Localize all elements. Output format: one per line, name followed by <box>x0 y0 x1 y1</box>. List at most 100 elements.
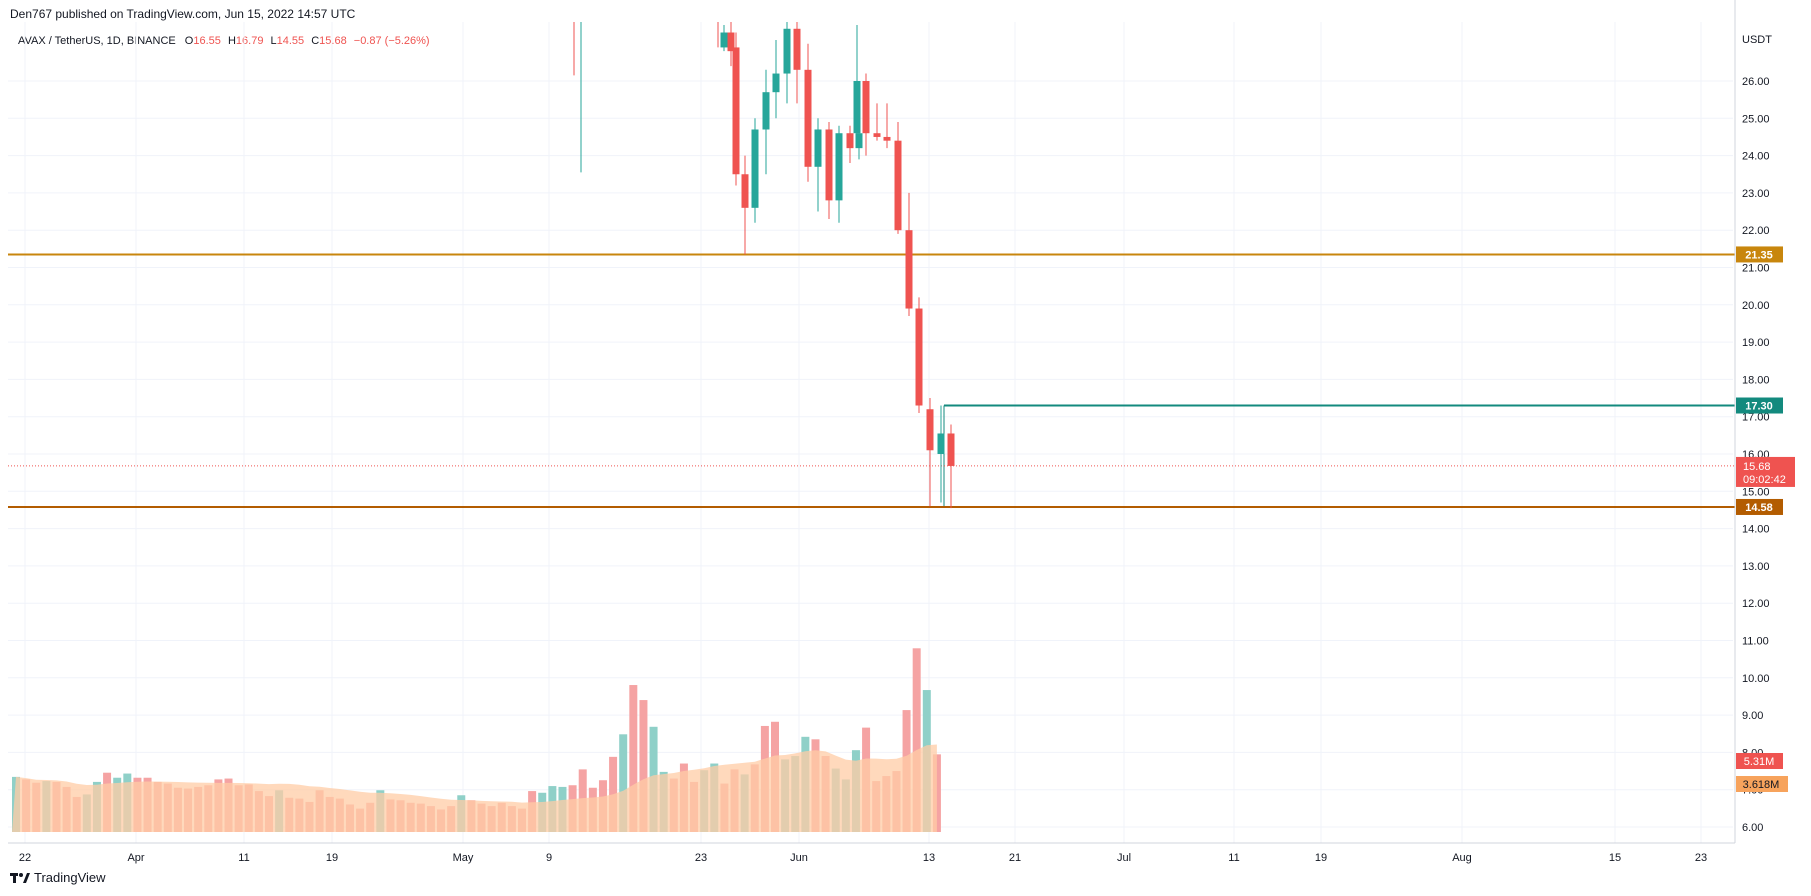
price-tick-label: 9.00 <box>1742 710 1763 722</box>
open-value: 16.55 <box>193 35 221 47</box>
price-tick-label: 11.00 <box>1742 636 1769 648</box>
volume-ma-area <box>12 744 937 832</box>
time-tick-label: Aug <box>1452 852 1472 864</box>
low-label: L <box>270 35 277 47</box>
price-tick-label: 15.00 <box>1742 486 1770 498</box>
level-price-label: 21.35 <box>1745 249 1773 261</box>
high-label: H <box>227 35 236 47</box>
price-tick-label: 23.00 <box>1742 188 1770 200</box>
level-price-label: 14.58 <box>1745 502 1773 514</box>
candle-body <box>732 47 740 175</box>
candle-body <box>894 140 902 231</box>
price-tick-label: 18.00 <box>1742 374 1770 386</box>
candle-body <box>783 28 791 74</box>
last-price-tag <box>1736 456 1795 487</box>
footer-brand[interactable]: TradingView <box>10 870 106 885</box>
volume-bars <box>12 648 941 832</box>
volume-ma-tag <box>1736 776 1788 792</box>
time-tick-label: 11 <box>1228 852 1239 864</box>
volume-bar <box>932 754 941 832</box>
candle-body <box>915 308 923 406</box>
candle-body <box>814 129 822 167</box>
volume-ma-label: 3.618M <box>1743 779 1780 791</box>
price-tick-label: 13.00 <box>1742 561 1770 573</box>
candle-body <box>947 433 955 466</box>
time-axis[interactable]: 22 Apr 11 19 May 9 23 Jun 13 21 Jul 11 19 Aug 15 23 <box>8 842 1735 864</box>
price-tick-label: 25.00 <box>1742 113 1770 125</box>
price-tick-label: 26.00 <box>1742 76 1770 88</box>
change-value: −0.87 (−5.26%) <box>353 35 430 47</box>
candle-body <box>772 73 780 93</box>
close-value: 15.68 <box>319 35 347 47</box>
candle-body <box>825 129 833 201</box>
footer-brand-label: TradingView <box>34 870 106 885</box>
candle-body <box>853 81 861 134</box>
volume-bar <box>629 685 638 832</box>
price-tick-label: 21.00 <box>1742 263 1770 275</box>
time-tick-label: Apr <box>127 852 144 864</box>
candle-body <box>727 32 735 52</box>
price-tick-label: 24.00 <box>1742 151 1770 163</box>
volume-bar <box>619 734 628 832</box>
time-tick-label: 13 <box>923 852 935 864</box>
close-label: C <box>311 35 320 47</box>
tradingview-logo-icon <box>10 872 30 884</box>
time-tick-label: 11 <box>238 852 249 864</box>
last-price-label: 15.68 <box>1743 461 1771 473</box>
time-tick-label: 21 <box>1009 852 1021 864</box>
candlesticks <box>573 22 955 509</box>
price-tick-label: 14.00 <box>1742 524 1770 536</box>
time-tick-label: 15 <box>1609 852 1621 864</box>
candle-body <box>873 133 881 137</box>
time-tick-label: 19 <box>326 852 338 864</box>
volume-last-label: 5.31M <box>1744 756 1775 768</box>
price-tick-label: 10.00 <box>1742 673 1770 685</box>
high-value: 16.79 <box>235 35 264 47</box>
time-tick-label: 23 <box>695 852 707 864</box>
candle-body <box>762 92 770 130</box>
volume-bar <box>639 700 648 832</box>
open-label: O <box>184 35 194 47</box>
candle-body <box>835 133 843 201</box>
volume-last-tag <box>1736 753 1783 769</box>
candle-body <box>905 230 913 309</box>
candle-body <box>846 133 854 149</box>
candle-body <box>862 81 870 134</box>
price-tick-label: 19.00 <box>1742 337 1770 349</box>
price-tick-label: 6.00 <box>1742 822 1763 834</box>
countdown-label: 09:02:42 <box>1743 474 1786 486</box>
price-unit-label: USDT <box>1742 34 1772 46</box>
low-value: 14.55 <box>276 35 305 47</box>
candle-body <box>741 174 749 208</box>
price-tick-label: 20.00 <box>1742 300 1770 312</box>
candle-body <box>751 129 759 208</box>
volume-bar <box>912 648 921 832</box>
time-tick-label: Jul <box>1117 852 1131 864</box>
time-tick-label: 9 <box>546 852 552 864</box>
grid-lines <box>8 22 1733 843</box>
level-price-label: 17.30 <box>1745 401 1773 413</box>
price-tick-label: 22.00 <box>1742 225 1770 237</box>
candle-body <box>926 409 934 451</box>
level-price-tag <box>1736 246 1783 263</box>
horizontal-levels[interactable] <box>8 253 1735 508</box>
price-axis[interactable]: 26.00 25.00 24.00 23.00 22.00 21.00 20.00 19.00… <box>1734 0 1772 843</box>
candle-body <box>804 69 812 167</box>
level-price-tag <box>1736 397 1783 414</box>
candle-body <box>883 136 891 141</box>
level-price-tag <box>1736 498 1783 515</box>
publish-info: Den767 published on TradingView.com, Jun… <box>10 7 356 21</box>
price-tick-label: 12.00 <box>1742 598 1770 610</box>
candle-body <box>855 133 863 149</box>
candle-body <box>720 32 728 48</box>
time-tick-label: 23 <box>1695 852 1707 864</box>
time-tick-label: 22 <box>19 852 31 864</box>
candle-body <box>793 28 801 70</box>
candle-body <box>937 433 945 454</box>
time-tick-label: 19 <box>1315 852 1327 864</box>
price-tick-label: 17.00 <box>1742 412 1770 424</box>
time-tick-label: Jun <box>790 852 808 864</box>
time-tick-label: May <box>453 852 474 864</box>
